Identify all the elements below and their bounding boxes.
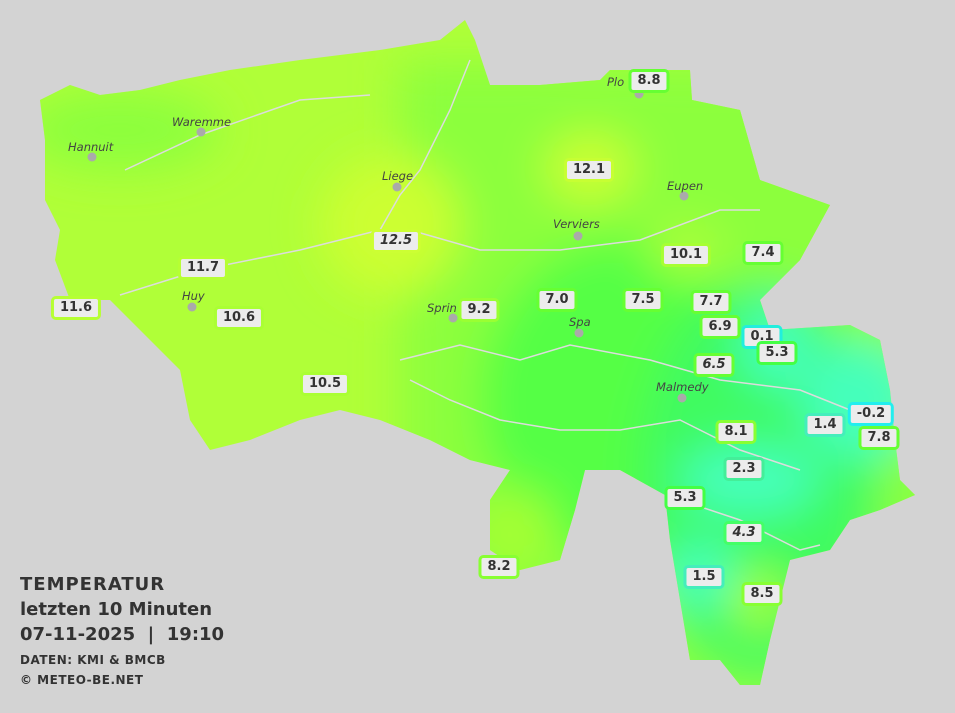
city-dot (679, 191, 689, 201)
city-dot (574, 328, 584, 338)
station-label: 12.1 (563, 158, 615, 182)
city-dot (87, 152, 97, 162)
station-label: 5.3 (756, 341, 798, 365)
city-plo: Plo (607, 75, 625, 89)
city-dot (573, 231, 583, 241)
station-label: 1.5 (683, 565, 725, 589)
station-label: 11.6 (50, 296, 102, 320)
city-verviers: Verviers (553, 217, 600, 231)
station-label: 10.5 (299, 372, 351, 396)
city-dot (634, 89, 644, 99)
city-dot (448, 313, 458, 323)
station-label: 7.7 (690, 290, 732, 314)
city-waremme: Waremme (172, 115, 232, 129)
station-label: 8.2 (478, 555, 520, 579)
city-sprin: Sprin (427, 301, 457, 315)
city-dot (196, 127, 206, 137)
legend-period: letzten 10 Minuten (20, 599, 213, 620)
station-label: 7.0 (536, 288, 578, 312)
legend-title: TEMPERATUR (20, 574, 166, 595)
station-label: 5.3 (664, 486, 706, 510)
station-label: 4.3 (723, 521, 765, 545)
city-dot (677, 393, 687, 403)
station-label: 11.7 (177, 256, 229, 280)
legend-source: DATEN: KMI & BMCB (20, 653, 166, 667)
station-label: 10.6 (213, 306, 265, 330)
station-label: 6.9 (699, 315, 741, 339)
city-liege: Liege (382, 169, 414, 183)
map-legend: TEMPERATUR letzten 10 Minuten 07-11-2025… (20, 572, 224, 690)
station-label: 8.8 (628, 69, 670, 93)
station-label: 6.5 (693, 353, 735, 377)
legend-datetime: 07-11-2025 | 19:10 (20, 624, 225, 645)
city-huy: Huy (182, 289, 205, 303)
station-label: 8.5 (741, 582, 783, 606)
station-label: 12.5 (370, 229, 422, 253)
station-label: 10.1 (660, 243, 712, 267)
station-label: 9.2 (458, 298, 500, 322)
station-label: 8.1 (715, 420, 757, 444)
station-label: 7.5 (622, 288, 664, 312)
station-label: -0.2 (847, 402, 895, 426)
city-malmedy: Malmedy (656, 380, 709, 394)
city-dot (187, 302, 197, 312)
station-label: 1.4 (804, 413, 846, 437)
city-eupen: Eupen (667, 179, 704, 193)
city-hannuit: Hannuit (68, 140, 114, 154)
city-dot (392, 182, 402, 192)
station-label: 7.8 (858, 426, 900, 450)
legend-copyright: © METEO-BE.NET (20, 673, 144, 687)
city-spa: Spa (569, 315, 591, 329)
station-label: 7.4 (742, 241, 784, 265)
station-label: 2.3 (723, 457, 765, 481)
